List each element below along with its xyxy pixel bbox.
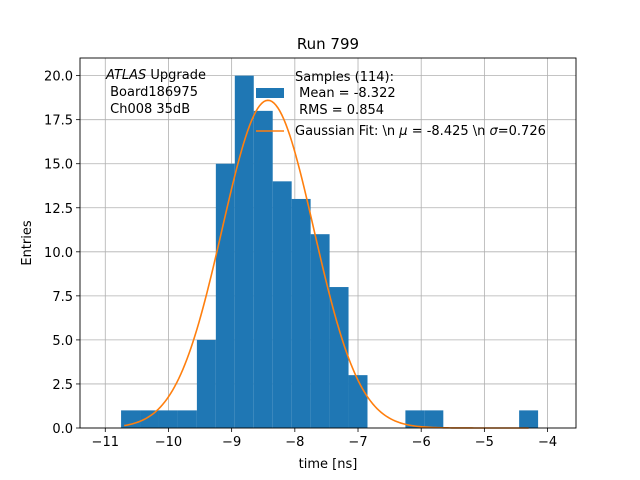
histogram-bars (121, 75, 539, 428)
legend-fit-mu-symbol: μ (398, 124, 407, 139)
histogram-bar (405, 410, 425, 428)
histogram-bar (272, 181, 292, 428)
x-axis-label: time [ns] (299, 457, 358, 472)
y-axis-label: Entries (20, 220, 35, 266)
histogram-bar (234, 75, 254, 428)
annotation-line-3: Ch008 35dB (106, 102, 190, 117)
x-tick-label: −11 (92, 435, 119, 450)
histogram-bar (177, 410, 197, 428)
atlas-annotation: ATLAS Upgrade Board186975 Ch008 35dB (105, 68, 206, 117)
legend-fit-mu-value: = -8.425 \n (408, 124, 490, 139)
y-tick-label: 10.0 (44, 246, 73, 261)
legend-fit-prefix: Gaussian Fit: \n (295, 124, 399, 139)
legend-fit-sigma-value: =0.726 (498, 124, 546, 139)
legend-fit-sigma-symbol: σ (490, 124, 499, 139)
legend: Samples (114): Mean = -8.322 RMS = 0.854… (256, 70, 546, 139)
y-tick-label: 2.5 (52, 378, 73, 393)
annotation-line-2: Board186975 (106, 85, 198, 100)
histogram-bar (158, 410, 178, 428)
annotation-atlas-word: ATLAS (105, 68, 146, 83)
histogram-bar (253, 110, 273, 428)
y-tick-label: 20.0 (44, 70, 73, 85)
y-tick-label: 5.0 (52, 334, 73, 349)
histogram-bar (329, 287, 349, 428)
x-axis-ticks: −11 −10 −9 −8 −7 −6 −5 −4 (92, 428, 557, 450)
annotation-line-1: ATLAS Upgrade (105, 68, 206, 83)
legend-samples-swatch (256, 88, 284, 98)
x-tick-label: −4 (538, 435, 557, 450)
plot-frame (79, 57, 577, 429)
annotation-upgrade-word: Upgrade (146, 68, 206, 83)
histogram-bar (140, 410, 159, 428)
x-tick-label: −9 (222, 435, 241, 450)
histogram-bar (215, 163, 235, 428)
histogram-bar (348, 375, 368, 428)
y-tick-label: 17.5 (44, 114, 73, 129)
legend-samples-mean: Mean = -8.322 (295, 86, 396, 101)
y-tick-label: 7.5 (52, 290, 73, 305)
histogram-bar (519, 410, 539, 428)
y-axis-ticks: 0.0 2.5 5.0 7.5 10.0 12.5 15.0 17.5 20.0 (44, 70, 80, 437)
histogram-bar (291, 198, 311, 428)
y-tick-label: 12.5 (44, 202, 73, 217)
histogram-bar (196, 339, 216, 428)
chart-title: Run 799 (297, 35, 359, 53)
legend-samples-label: Samples (114): (295, 70, 394, 85)
x-tick-label: −8 (285, 435, 304, 450)
histogram-bar (310, 234, 330, 428)
legend-samples-rms: RMS = 0.854 (295, 103, 384, 118)
histogram-bar (424, 410, 444, 428)
x-tick-label: −5 (475, 435, 494, 450)
x-tick-label: −6 (412, 435, 431, 450)
y-tick-label: 0.0 (52, 422, 73, 437)
legend-fit-label: Gaussian Fit: \n μ = -8.425 \n σ=0.726 (295, 124, 546, 139)
y-tick-label: 15.0 (44, 158, 73, 173)
x-tick-label: −7 (348, 435, 367, 450)
x-tick-label: −10 (155, 435, 182, 450)
histogram-bar (121, 410, 141, 428)
